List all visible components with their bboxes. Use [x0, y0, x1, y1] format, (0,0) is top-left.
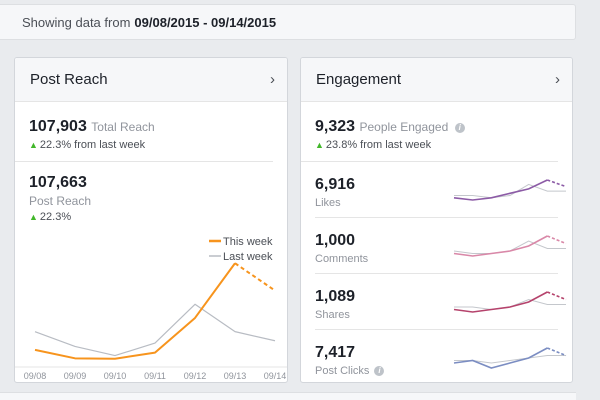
engagement-metrics-list: 6,916 Likes 1,000 Comments 1,089 Shares …: [301, 162, 572, 382]
metric-likes-value: 6,916: [315, 176, 356, 193]
total-reach-delta: ▲ 22.3% from last week: [29, 139, 259, 151]
x-tick-label: 09/13: [224, 371, 247, 381]
metric-shares-label: Shares: [315, 309, 350, 321]
people-engaged-delta: ▲ 23.8% from last week: [315, 139, 544, 151]
metric-shares-value: 1,089: [315, 288, 356, 305]
triangle-up-icon: ▲: [29, 140, 38, 150]
banner-prefix: Showing data from: [22, 14, 131, 30]
engagement-header[interactable]: Engagement ›: [301, 58, 572, 102]
series-line-last-week: [34, 303, 276, 357]
legend-label: This week: [223, 236, 273, 248]
total-reach-delta-text: 22.3% from last week: [39, 139, 146, 151]
total-reach-value: 107,903: [29, 118, 87, 135]
sparkline-this-week: [453, 347, 548, 369]
date-range-banner: Showing data from 09/08/2015 - 09/14/201…: [0, 4, 576, 40]
banner-date-range: 09/08/2015 - 09/14/2015: [134, 14, 277, 30]
metric-post-clicks-value: 7,417: [315, 344, 356, 361]
post-reach-delta: ▲ 22.3%: [29, 211, 273, 223]
people-engaged-delta-text: 23.8% from last week: [325, 139, 432, 151]
chevron-right-icon[interactable]: ›: [555, 71, 560, 88]
metric-comments: 1,000 Comments: [315, 218, 567, 274]
sparkline-this-week: [453, 179, 548, 201]
sparkline-this-week: [453, 235, 548, 257]
metric-post-clicks-label-wrap: Post Clicks i: [315, 365, 558, 377]
metric-likes: 6,916 Likes: [315, 162, 567, 218]
people-engaged-section: 9,323 People Engaged i ▲ 23.8% from last …: [301, 102, 558, 162]
legend-label: Last week: [223, 251, 273, 263]
metric-post-clicks-label: Post Clicks: [315, 365, 370, 377]
people-engaged-value: 9,323: [315, 118, 356, 135]
metric-shares: 1,089 Shares: [315, 274, 567, 330]
series-line-this-week: [34, 262, 236, 360]
engagement-title: Engagement: [316, 71, 402, 88]
total-reach-section: 107,903 Total Reach ▲ 22.3% from last wee…: [15, 102, 273, 162]
post-reach-header[interactable]: Post Reach ›: [15, 58, 287, 102]
post-reach-section: 107,663 Post Reach ▲ 22.3%: [15, 162, 287, 223]
metric-post-clicks: 7,417 Post Clicks i: [315, 330, 567, 382]
triangle-up-icon: ▲: [315, 140, 324, 150]
comments-sparkline: [453, 235, 567, 257]
sparkline-last-week: [454, 298, 566, 311]
metric-comments-label: Comments: [315, 253, 369, 265]
likes-sparkline: [453, 179, 567, 201]
triangle-up-icon: ▲: [29, 212, 38, 222]
post-reach-line-chart: 09/08 09/09 09/10 09/11 09/12 09/13 09/14 This …: [15, 236, 287, 381]
post-reach-title: Post Reach: [30, 71, 108, 88]
metric-likes-label: Likes: [315, 197, 341, 209]
info-icon[interactable]: i: [374, 366, 385, 376]
x-tick-label: 09/10: [104, 371, 127, 381]
post-reach-card: Post Reach › 107,903 Total Reach ▲ 22.3% …: [14, 57, 288, 383]
x-tick-label: 09/09: [64, 371, 87, 381]
total-reach-label: Total Reach: [91, 120, 155, 134]
metric-comments-value: 1,000: [315, 232, 356, 249]
x-tick-label: 09/14: [264, 371, 287, 381]
post-reach-delta-text: 22.3%: [39, 211, 72, 223]
sparkline-this-week-projected: [547, 291, 567, 301]
sparkline-this-week: [453, 291, 548, 313]
engagement-card: Engagement › 9,323 People Engaged i ▲ 23.…: [300, 57, 573, 383]
series-line-this-week-projected: [234, 262, 276, 292]
x-tick-label: 09/12: [184, 371, 207, 381]
post-clicks-sparkline: [453, 347, 567, 369]
info-icon[interactable]: i: [454, 123, 465, 133]
sparkline-this-week-projected: [547, 235, 567, 245]
sparkline-last-week: [454, 183, 566, 199]
next-section-edge: [0, 392, 576, 400]
post-reach-value: 107,663: [29, 174, 87, 191]
sparkline-last-week: [454, 355, 566, 364]
x-tick-label: 09/08: [24, 371, 47, 381]
sparkline-this-week-projected: [547, 347, 567, 357]
sparkline-this-week-projected: [547, 179, 567, 188]
shares-sparkline: [453, 291, 567, 313]
people-engaged-label: People Engaged: [359, 120, 449, 134]
x-tick-label: 09/11: [144, 371, 166, 381]
post-reach-label: Post Reach: [29, 194, 92, 208]
chevron-right-icon[interactable]: ›: [270, 71, 275, 88]
